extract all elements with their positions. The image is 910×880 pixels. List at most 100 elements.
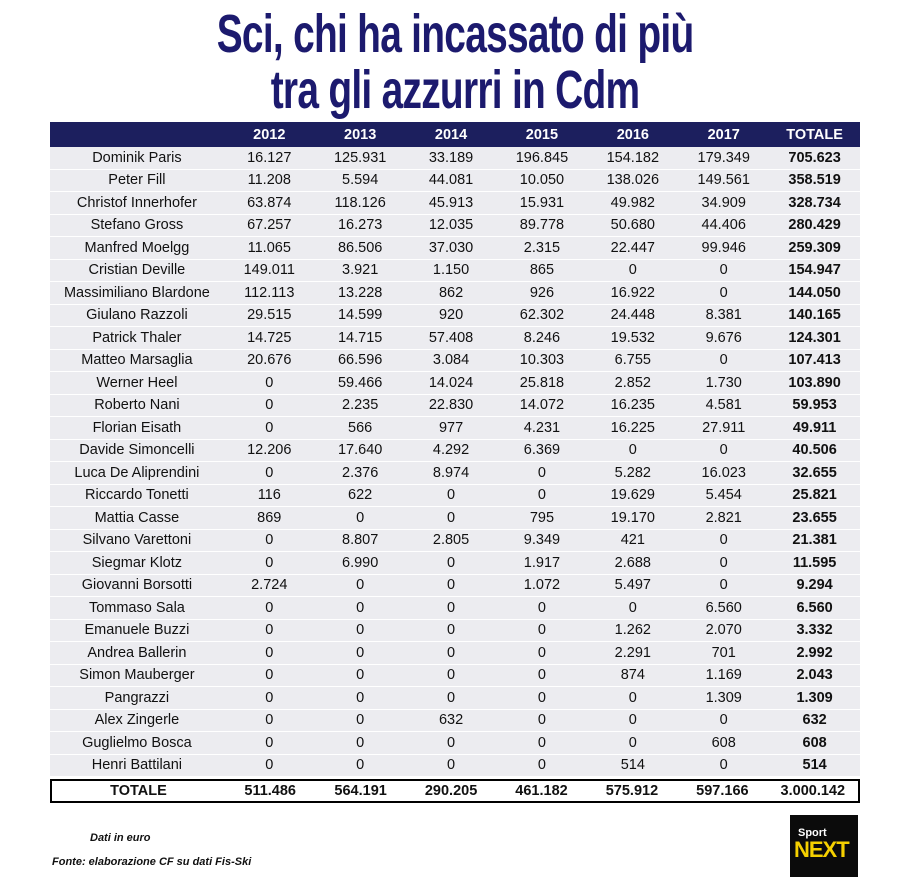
header-cell: 2017 [707,126,740,143]
cell: 25.821 [792,487,837,504]
cell: 86.506 [337,239,383,256]
cell: 926 [529,284,555,301]
cell: 196.845 [515,149,569,166]
cell: 920 [438,307,464,324]
header-row: 2012 2013 2014 2015 2016 2017 TOTALE [50,122,860,147]
cell: 59.953 [792,397,837,414]
athlete-name: Peter Fill [108,172,166,189]
cell: 1.072 [523,577,561,594]
cell: 4.231 [523,419,561,436]
cell: 0 [719,712,728,729]
cell: 14.072 [519,397,565,414]
cell: 67.257 [247,217,292,234]
cell: 3.921 [342,262,379,279]
cell: 103.890 [788,374,841,391]
cell: 6.369 [523,442,561,459]
athlete-name: Luca De Aliprendini [74,464,200,481]
athlete-name: Christof Innerhofer [76,194,197,211]
table-row: Werner Heel 0 59.466 14.024 25.818 2.852 1.730… [50,372,860,395]
cell: 0 [265,554,274,571]
cell: 0 [447,487,456,504]
cell: 19.170 [610,509,655,526]
title-line: tra gli azzurri in Cdm [0,62,910,118]
cell: 2.852 [614,374,651,391]
athlete-name: Riccardo Tonetti [85,487,189,504]
cell: 0 [265,667,274,684]
cell: 27.911 [702,419,746,436]
cell: 22.830 [428,397,474,414]
cell: 0 [537,734,546,751]
athlete-name: Dominik Paris [92,149,182,166]
cell: 59.466 [337,374,383,391]
athlete-name: Giovanni Borsotti [81,577,193,594]
cell: 0 [356,644,365,661]
cell: 358.519 [788,172,841,189]
cell: 9.294 [796,577,833,594]
cell: 865 [529,262,555,279]
cell: 0 [719,442,728,459]
cell: 16.235 [610,397,655,414]
cell: 0 [719,577,728,594]
cell: 12.206 [247,442,292,459]
table-row: Silvano Varettoni 0 8.807 2.805 9.349 421 0 21.… [50,529,860,552]
cell: 112.113 [244,284,295,301]
cell: 37.030 [428,239,474,256]
cell: 17.640 [337,442,383,459]
cell: 2.805 [432,532,470,549]
title-line: Sci, chi ha incassato di più [0,6,910,62]
table-row: Davide Simoncelli 12.206 17.640 4.292 6.369 0… [50,439,860,462]
table-row: Cristian Deville 149.011 3.921 1.150 865 0 0 15… [50,259,860,282]
table-row: Stefano Gross 67.257 16.273 12.035 89.778 50.… [50,214,860,237]
cell: 22.447 [610,239,655,256]
cell: 622 [348,487,373,504]
athlete-name: Florian Eisath [92,419,182,436]
cell: 6.560 [796,599,833,616]
cell: 0 [356,622,365,639]
cell: 44.406 [701,217,746,234]
total-cell: 290.205 [424,783,478,799]
cell: 0 [265,532,274,549]
athlete-name: Tommaso Sala [88,599,185,616]
cell: 0 [719,284,728,301]
cell: 0 [537,464,546,481]
athlete-name: Werner Heel [96,374,178,391]
table-row: Dominik Paris 16.127 125.931 33.189 196.845 1… [50,147,860,170]
cell: 149.561 [697,172,750,189]
table-row: Tommaso Sala 0 0 0 0 0 6.560 6.560 [50,597,860,620]
cell: 10.303 [519,352,565,369]
cell: 0 [447,622,456,639]
total-cell: TOTALE [110,783,167,799]
total-cell: 575.912 [605,783,659,799]
cell: 1.309 [705,689,742,706]
cell: 4.581 [705,397,742,414]
cell: 5.454 [705,487,742,504]
athlete-name: Andrea Ballerin [87,644,187,661]
athlete-name: Matteo Marsaglia [81,352,193,369]
cell: 16.023 [701,464,746,481]
cell: 2.070 [705,622,742,639]
table-row: Mattia Casse 869 0 0 795 19.170 2.821 23.655 [50,507,860,530]
athlete-name: Stefano Gross [90,217,184,234]
note: Dati in euro [90,832,151,844]
table-row: Simon Mauberger 0 0 0 0 874 1.169 2.043 [50,664,860,687]
table-row: Henri Battilani 0 0 0 0 514 0 514 [50,754,860,777]
cell: 0 [265,644,274,661]
cell: 0 [719,554,728,571]
cell: 0 [628,712,637,729]
cell: 19.629 [610,487,655,504]
athlete-name: Simon Mauberger [79,667,195,684]
cell: 0 [447,554,456,571]
logo: Sport NEXT [790,815,858,877]
cell: 0 [537,599,546,616]
cell: 29.515 [247,307,292,324]
cell: 50.680 [610,217,655,234]
cell: 11.208 [247,172,291,189]
cell: 0 [356,734,365,751]
cell: 0 [447,577,456,594]
cell: 0 [356,667,365,684]
cell: 0 [356,599,365,616]
cell: 10.050 [519,172,565,189]
cell: 140.165 [788,307,841,324]
cell: 0 [265,712,274,729]
header-cell: TOTALE [786,126,843,143]
